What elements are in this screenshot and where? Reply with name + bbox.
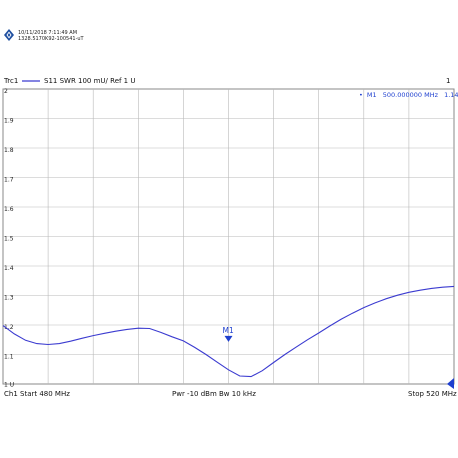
y-tick-label: 1.9 bbox=[4, 118, 14, 125]
footer-start: Ch1 Start 480 MHz bbox=[4, 390, 70, 398]
grid bbox=[3, 89, 454, 384]
rohde-schwarz-logo-icon bbox=[4, 29, 14, 41]
marker-readout-frequency: 500.000000 MHz bbox=[383, 91, 439, 99]
y-tick-label: 1.6 bbox=[4, 206, 14, 213]
marker-readout-bullet: • bbox=[359, 91, 363, 99]
marker-m1-triangle bbox=[224, 335, 233, 342]
datetime-label: 10/11/2018 7:11:49 AM bbox=[18, 30, 78, 36]
y-tick-label: 1.8 bbox=[4, 147, 14, 154]
y-tick-label: 1.3 bbox=[4, 295, 14, 302]
instrument-id-label: 1328.5170K92-100541-uT bbox=[18, 36, 84, 42]
markers: M1 bbox=[223, 326, 234, 342]
trace-name[interactable]: Trc1 bbox=[4, 77, 19, 85]
marker-readout-name: M1 bbox=[367, 91, 377, 99]
y-tick-label: 1.7 bbox=[4, 177, 14, 184]
marker-readout-value: 1.146 U bbox=[444, 91, 458, 99]
y-tick-label: 1.5 bbox=[4, 236, 14, 243]
footer-stop: Stop 520 MHz bbox=[408, 390, 457, 398]
marker-readout[interactable]: • M1 500.000000 MHz 1.146 U bbox=[359, 91, 458, 99]
trace-measurement[interactable]: S11 SWR 100 mU/ Ref 1 U bbox=[44, 77, 136, 85]
y-tick-label: 1 U bbox=[4, 382, 14, 389]
trace-line-s11-swr bbox=[2, 285, 455, 378]
y-tick-label: 2 bbox=[4, 88, 8, 95]
marker-m1-label: M1 bbox=[223, 326, 234, 335]
trace-line-swatch bbox=[22, 80, 40, 82]
y-tick-labels: 2 1.9 1.8 1.7 1.6 1.5 1.4 1.3 1.2 1.1 1 U bbox=[4, 88, 14, 389]
channel-number: 1 bbox=[446, 77, 451, 85]
y-tick-label: 1.1 bbox=[4, 354, 14, 361]
right-reference-arrow bbox=[447, 378, 454, 389]
y-tick-label: 1.2 bbox=[4, 324, 14, 331]
footer-power-bw: Pwr -10 dBm Bw 10 kHz bbox=[172, 390, 256, 398]
y-tick-label: 1.4 bbox=[4, 265, 14, 272]
